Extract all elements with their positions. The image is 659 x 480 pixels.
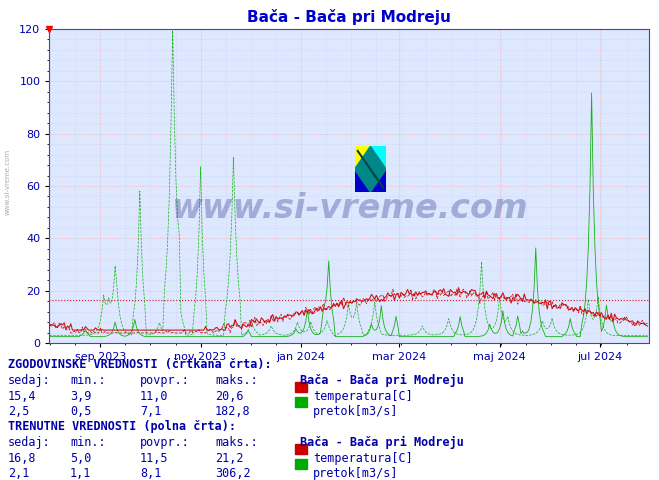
Text: temperatura[C]: temperatura[C] (313, 452, 413, 465)
Text: 8,1: 8,1 (140, 467, 161, 480)
Text: 0,5: 0,5 (70, 405, 92, 418)
Text: pretok[m3/s]: pretok[m3/s] (313, 405, 399, 418)
Text: min.:: min.: (70, 436, 105, 449)
Text: temperatura[C]: temperatura[C] (313, 390, 413, 403)
Text: 182,8: 182,8 (215, 405, 250, 418)
Text: sedaj:: sedaj: (8, 436, 51, 449)
Text: www.si-vreme.com: www.si-vreme.com (5, 149, 11, 216)
Polygon shape (355, 146, 370, 169)
Polygon shape (370, 146, 386, 169)
Text: pretok[m3/s]: pretok[m3/s] (313, 467, 399, 480)
Title: Bača - Bača pri Modreju: Bača - Bača pri Modreju (247, 9, 451, 25)
Text: sedaj:: sedaj: (8, 374, 51, 387)
Text: ZGODOVINSKE VREDNOSTI (črtkana črta):: ZGODOVINSKE VREDNOSTI (črtkana črta): (8, 358, 272, 371)
Text: min.:: min.: (70, 374, 105, 387)
Text: TRENUTNE VREDNOSTI (polna črta):: TRENUTNE VREDNOSTI (polna črta): (8, 420, 236, 433)
Text: maks.:: maks.: (215, 374, 258, 387)
Text: 2,1: 2,1 (8, 467, 30, 480)
Text: 11,0: 11,0 (140, 390, 169, 403)
Text: 16,8: 16,8 (8, 452, 36, 465)
Text: 3,9: 3,9 (70, 390, 92, 403)
Text: povpr.:: povpr.: (140, 374, 190, 387)
Polygon shape (355, 169, 370, 192)
Text: 2,5: 2,5 (8, 405, 30, 418)
Polygon shape (355, 146, 386, 192)
Text: 15,4: 15,4 (8, 390, 36, 403)
Text: 21,2: 21,2 (215, 452, 243, 465)
Bar (295, 397, 307, 407)
Bar (295, 459, 307, 469)
Polygon shape (370, 169, 386, 192)
Bar (295, 444, 307, 454)
Text: 1,1: 1,1 (70, 467, 92, 480)
Bar (295, 382, 307, 392)
Text: 7,1: 7,1 (140, 405, 161, 418)
Text: Bača - Bača pri Modreju: Bača - Bača pri Modreju (300, 436, 464, 449)
Text: 11,5: 11,5 (140, 452, 169, 465)
Text: 306,2: 306,2 (215, 467, 250, 480)
Text: 5,0: 5,0 (70, 452, 92, 465)
Text: 20,6: 20,6 (215, 390, 243, 403)
Text: povpr.:: povpr.: (140, 436, 190, 449)
Text: maks.:: maks.: (215, 436, 258, 449)
Text: www.si-vreme.com: www.si-vreme.com (171, 192, 528, 225)
Text: Bača - Bača pri Modreju: Bača - Bača pri Modreju (300, 374, 464, 387)
